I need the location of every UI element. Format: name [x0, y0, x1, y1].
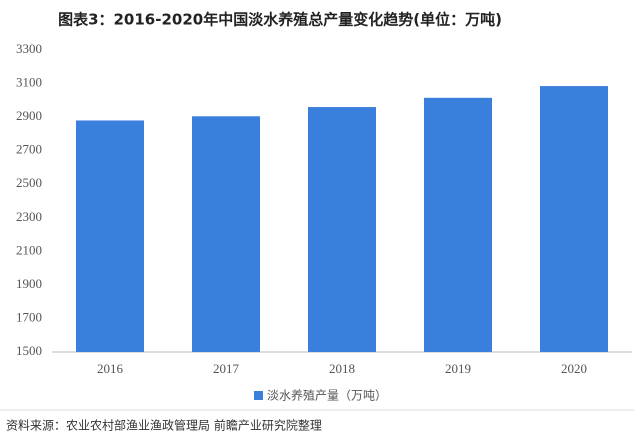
y-tick-label: 3300 [16, 41, 42, 56]
x-tick-label: 2016 [97, 361, 124, 376]
y-tick-label: 1700 [16, 309, 42, 324]
y-tick-label: 2700 [16, 142, 42, 157]
y-tick-label: 2300 [16, 209, 42, 224]
y-tick-label: 1900 [16, 276, 42, 291]
x-tick-label: 2020 [561, 361, 587, 376]
y-tick-label: 1500 [16, 343, 42, 358]
x-tick-label: 2019 [445, 361, 471, 376]
bar [308, 107, 376, 353]
legend-swatch [254, 391, 263, 400]
bar [424, 97, 492, 352]
bar [540, 86, 608, 353]
y-tick-label: 2500 [16, 175, 42, 190]
bar [76, 120, 144, 352]
bar [192, 116, 260, 353]
source: 资料来源：农业农村部渔业渔政管理局 前瞻产业研究院整理 [6, 418, 322, 433]
y-tick-label: 2100 [16, 242, 42, 257]
legend-label: 淡水养殖产量（万吨） [267, 388, 387, 403]
x-tick-label: 2017 [213, 361, 240, 376]
x-tick-label: 2018 [329, 361, 355, 376]
chart-title: 图表3：2016-2020年中国淡水养殖总产量变化趋势(单位：万吨) [58, 11, 502, 29]
y-tick-label: 3100 [16, 75, 42, 90]
y-tick-label: 2900 [16, 108, 42, 123]
